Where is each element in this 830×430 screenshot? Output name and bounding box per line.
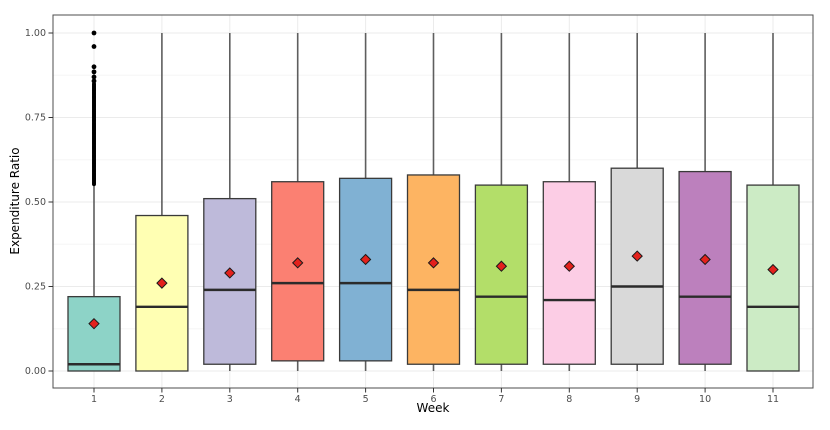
boxplot-week-2 [135,33,189,372]
iqr-box [338,177,393,362]
mean-diamond [88,317,100,330]
boxplot-week-10 [678,33,732,371]
y-tick-label: 0.00 [25,366,46,377]
iqr-box [271,181,325,362]
y-tick-label: 0.75 [25,113,46,124]
x-tick-label: 4 [295,394,301,405]
boxplot-week-6 [406,33,461,371]
iqr-box [135,214,189,372]
iqr-box [610,167,664,365]
boxplot-week-5 [338,33,393,371]
mean-diamond [156,277,168,289]
outlier-points [91,30,97,187]
boxplot-week-4 [271,33,325,371]
mean-diamond [699,253,711,266]
mean-diamond [495,260,508,272]
boxplot-week-8 [542,33,596,371]
y-tick-label: 0.50 [25,197,46,208]
boxplot-week-7 [474,33,529,371]
iqr-box [678,170,732,365]
x-tick-label: 10 [699,394,711,405]
x-tick-label: 2 [159,394,165,405]
y-tick-label: 0.25 [25,282,46,293]
x-tick-label: 8 [566,394,572,405]
mean-diamond [631,250,643,262]
y-axis-title: Expenditure Ratio [8,147,22,255]
mean-diamond [291,257,304,269]
iqr-box [406,174,461,365]
mean-diamond [224,267,236,279]
boxplot-week-11 [746,33,800,372]
iqr-box [203,197,257,365]
x-tick-label: 7 [498,394,504,405]
iqr-box [746,184,800,372]
x-axis-title: Week [416,401,450,415]
iqr-box [67,295,121,372]
y-tick-label: 1.00 [25,28,46,39]
x-tick-label: 3 [227,394,233,405]
x-tick-label: 5 [363,394,369,405]
x-axis: 1 2 3 4 5 6 7 8 9 10 11 [91,388,779,405]
mean-diamond [767,263,779,276]
x-tick-label: 11 [767,394,779,405]
boxplot-week-1 [67,30,121,372]
mean-diamond [359,253,372,266]
boxplot-week-9 [610,33,664,371]
boxplot-week-3 [203,33,257,371]
mean-diamond [427,257,440,269]
iqr-box [474,184,529,365]
x-tick-label: 1 [91,394,97,405]
y-axis: 0.00 0.25 0.50 0.75 1.00 [25,28,53,377]
x-tick-label: 6 [430,394,436,405]
iqr-box [542,181,596,365]
mean-diamond [563,260,576,272]
x-tick-label: 9 [634,394,640,405]
